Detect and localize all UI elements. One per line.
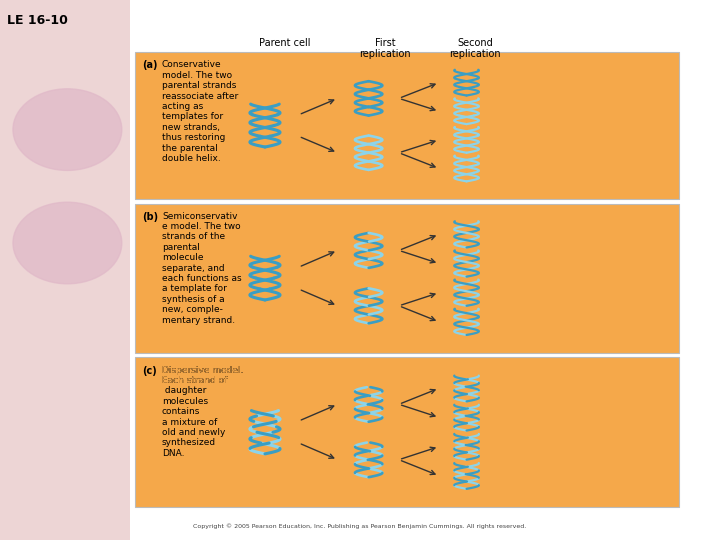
FancyBboxPatch shape xyxy=(135,52,679,199)
Text: Conservative
model. The two
parental strands
reassociate after
acting as
templat: Conservative model. The two parental str… xyxy=(162,60,238,163)
Text: Dispersive model.
Each strand of
 daughter
molecules
contains
a mixture of
old a: Dispersive model. Each strand of daughte… xyxy=(162,366,243,458)
Circle shape xyxy=(13,89,122,171)
Text: Semiconservativ
e model. The two
strands of the
parental
molecule
separate, and
: Semiconservativ e model. The two strands… xyxy=(162,212,242,325)
Text: Copyright © 2005 Pearson Education, Inc. Publishing as Pearson Benjamin Cummings: Copyright © 2005 Pearson Education, Inc.… xyxy=(194,524,526,529)
Bar xyxy=(130,0,720,540)
Text: Dispersive model.
Each strand of: Dispersive model. Each strand of xyxy=(162,366,243,395)
Text: LE 16-10: LE 16-10 xyxy=(7,14,68,26)
Text: Second
replication: Second replication xyxy=(449,38,501,59)
Text: (a): (a) xyxy=(143,60,158,71)
Text: (b): (b) xyxy=(143,212,158,222)
Bar xyxy=(0,0,130,540)
FancyBboxPatch shape xyxy=(135,357,679,507)
Text: Dispersive model.
Each strand of: Dispersive model. Each strand of xyxy=(162,366,243,395)
Text: First
replication: First replication xyxy=(359,38,411,59)
Bar xyxy=(130,0,720,540)
Circle shape xyxy=(13,202,122,284)
Text: (c): (c) xyxy=(143,366,157,376)
Text: Parent cell: Parent cell xyxy=(258,38,310,48)
FancyBboxPatch shape xyxy=(135,204,679,353)
